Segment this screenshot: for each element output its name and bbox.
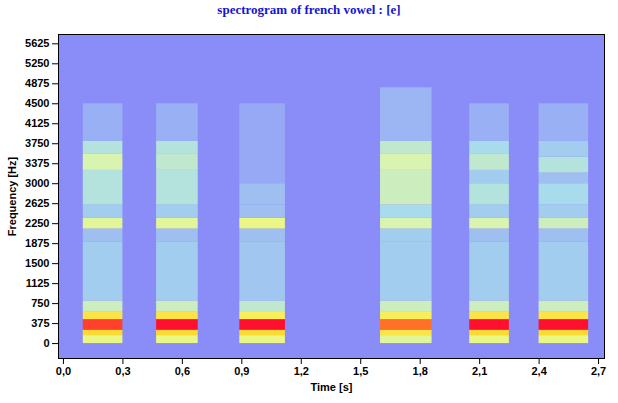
svg-text:0,9: 0,9	[234, 365, 249, 377]
svg-text:Frequency [Hz]: Frequency [Hz]	[6, 156, 18, 236]
svg-text:Time [s]: Time [s]	[311, 381, 353, 393]
svg-text:2,4: 2,4	[531, 365, 547, 377]
svg-text:4500: 4500	[25, 97, 49, 109]
svg-text:3375: 3375	[25, 157, 49, 169]
svg-text:3750: 3750	[25, 137, 49, 149]
svg-text:2250: 2250	[25, 217, 49, 229]
svg-text:0,6: 0,6	[175, 365, 190, 377]
svg-text:2625: 2625	[25, 197, 49, 209]
svg-text:375: 375	[31, 317, 49, 329]
svg-text:1,5: 1,5	[353, 365, 368, 377]
html-text:spectrogram of french vowel :: spectrogram of french vowel : [e]	[217, 2, 401, 17]
svg-text:1500: 1500	[25, 257, 49, 269]
svg-text:1875: 1875	[25, 237, 49, 249]
svg-text:1125: 1125	[26, 277, 50, 289]
svg-text:5250: 5250	[25, 57, 49, 69]
svg-text:3000: 3000	[25, 177, 49, 189]
svg-text:2,7: 2,7	[591, 365, 606, 377]
svg-text:2,1: 2,1	[472, 365, 487, 377]
svg-text:0,0: 0,0	[56, 365, 71, 377]
svg-text:1,2: 1,2	[294, 365, 309, 377]
svg-text:0: 0	[43, 337, 49, 349]
svg-text:4875: 4875	[25, 77, 49, 89]
svg-text:1,8: 1,8	[413, 365, 428, 377]
svg-text:750: 750	[31, 297, 49, 309]
svg-text:0,3: 0,3	[115, 365, 130, 377]
svg-text:4125: 4125	[25, 117, 49, 129]
svg-text:5625: 5625	[25, 37, 49, 49]
